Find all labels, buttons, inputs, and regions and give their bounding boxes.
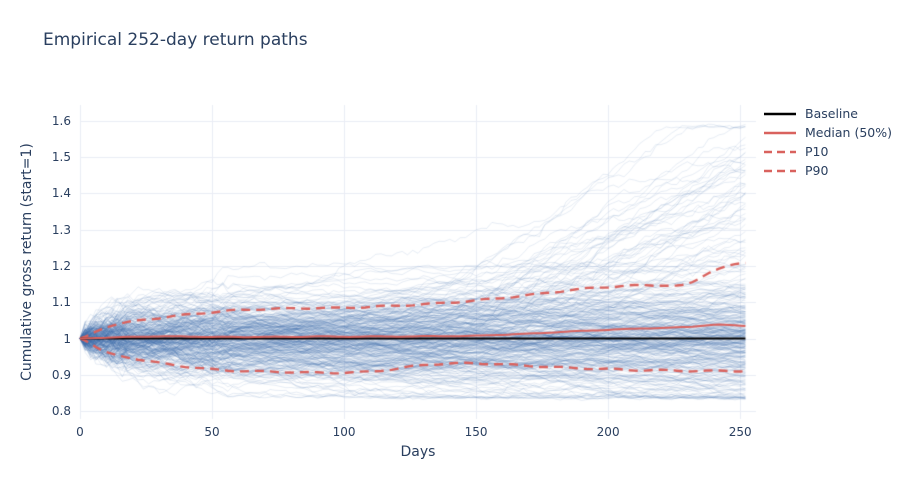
y-axis-title: Cumulative gross return (start=1) (19, 143, 35, 381)
legend-item-label: P90 (805, 163, 829, 178)
x-tick-label: 0 (76, 425, 84, 439)
legend-item-median-50[interactable]: Median (50%) (763, 123, 892, 142)
legend-item-p10[interactable]: P10 (763, 142, 892, 161)
legend-item-label: Baseline (805, 106, 858, 121)
legend-item-label: P10 (805, 144, 829, 159)
legend-item-p90[interactable]: P90 (763, 161, 892, 180)
y-tick-label: 1.1 (51, 295, 71, 310)
y-tick-label: 1 (63, 331, 71, 346)
y-tick-label: 1.6 (51, 113, 71, 128)
x-tick-label: 200 (596, 425, 620, 439)
y-tick-label: 1.3 (51, 222, 71, 237)
y-tick-label: 1.5 (51, 150, 71, 165)
y-tick-label: 0.9 (51, 367, 71, 382)
legend-line-sample-icon (764, 169, 796, 172)
legend-item-baseline[interactable]: Baseline (763, 104, 892, 123)
x-tick-label: 50 (204, 425, 220, 439)
x-tick-label: 250 (728, 425, 752, 439)
x-axis-title: Days (400, 444, 436, 460)
legend-line-sample-icon (764, 150, 796, 153)
y-tick-label: 0.8 (51, 404, 71, 419)
x-tick-label: 100 (332, 425, 356, 439)
legend-line-sample-icon (764, 112, 796, 115)
legend: Baseline Median (50%) P10 P90 (763, 104, 892, 180)
legend-line-sample-icon (764, 131, 796, 134)
y-tick-label: 1.2 (51, 258, 71, 273)
x-tick-label: 150 (464, 425, 488, 439)
legend-item-label: Median (50%) (805, 125, 892, 140)
y-tick-label: 1.4 (51, 186, 71, 201)
